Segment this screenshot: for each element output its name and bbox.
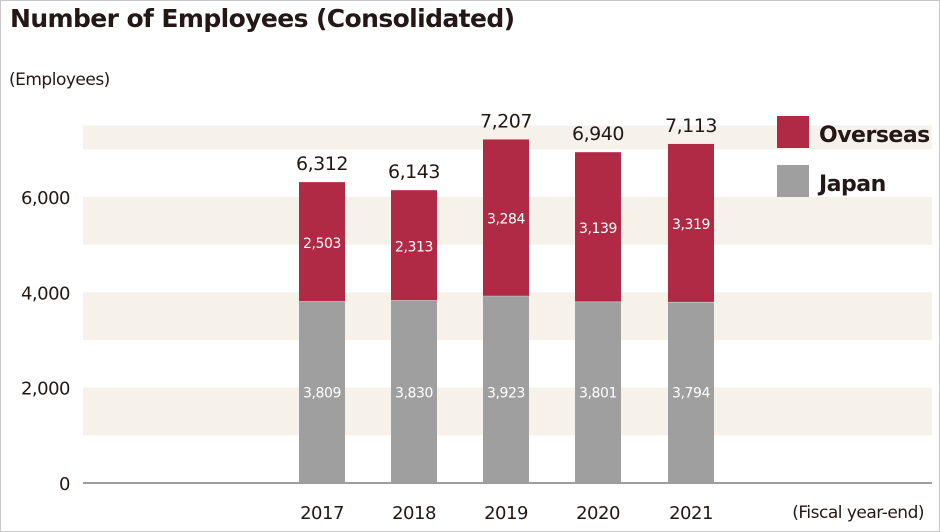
segment-value-label: 3,830 bbox=[395, 386, 433, 402]
segment-value-label: 3,794 bbox=[672, 386, 711, 402]
bar-group-2018: 3,830 2,313 6,143 bbox=[388, 161, 440, 483]
bar-segment-japan bbox=[575, 301, 621, 483]
y-tick-label: 6,000 bbox=[21, 188, 70, 209]
bar-group-2020: 3,801 3,139 6,940 bbox=[572, 123, 624, 483]
bar-segment-japan bbox=[299, 301, 345, 483]
segment-value-label: 2,503 bbox=[303, 236, 341, 252]
grid-band bbox=[83, 125, 932, 150]
y-tick-label: 2,000 bbox=[21, 379, 70, 400]
y-axis-unit-label: (Employees) bbox=[9, 70, 110, 90]
y-tick-label: 0 bbox=[59, 474, 70, 495]
bar-total-label: 7,113 bbox=[665, 115, 717, 137]
x-tick-label: 2021 bbox=[669, 503, 713, 524]
segment-value-label: 3,801 bbox=[579, 386, 617, 402]
bar-total-label: 6,312 bbox=[296, 153, 348, 175]
bar-total-label: 7,207 bbox=[480, 110, 532, 132]
x-tick-label: 2019 bbox=[484, 503, 528, 524]
x-tick-label: 2017 bbox=[300, 503, 344, 524]
bar-segment-overseas bbox=[391, 190, 437, 301]
x-axis-ticks: 2017 2018 2019 2020 2021 bbox=[300, 503, 713, 524]
bar-total-label: 6,143 bbox=[388, 161, 440, 183]
bar-segment-overseas bbox=[575, 152, 621, 302]
x-axis-label: (Fiscal year-end) bbox=[792, 503, 924, 523]
bar-group-2021: 3,794 3,319 7,113 bbox=[665, 115, 717, 483]
legend-label-overseas: Overseas bbox=[819, 123, 930, 148]
segment-value-label: 3,809 bbox=[303, 386, 341, 402]
segment-value-label: 2,313 bbox=[395, 239, 433, 255]
y-axis-ticks: 0 2,000 4,000 6,000 bbox=[21, 188, 71, 495]
bar-segment-overseas bbox=[299, 182, 345, 302]
bar-group-2017: 3,809 2,503 6,312 bbox=[296, 153, 348, 483]
bar-segment-overseas bbox=[668, 143, 714, 303]
x-tick-label: 2018 bbox=[392, 503, 436, 524]
bars: 3,809 2,503 6,312 3,830 2,313 6,143 3,923 3,284… bbox=[296, 110, 717, 483]
bar-segment-japan bbox=[483, 296, 529, 483]
legend-label-japan: Japan bbox=[817, 172, 886, 197]
segment-value-label: 3,923 bbox=[487, 386, 525, 402]
bar-group-2019: 3,923 3,284 7,207 bbox=[480, 110, 532, 483]
segment-value-label: 3,139 bbox=[579, 221, 617, 237]
legend-swatch-japan bbox=[777, 165, 809, 197]
bar-segment-japan bbox=[668, 302, 714, 483]
bar-total-label: 6,940 bbox=[572, 123, 624, 145]
chart-title: Number of Employees (Consolidated) bbox=[10, 4, 515, 33]
segment-value-label: 3,319 bbox=[672, 217, 710, 233]
bar-segment-overseas bbox=[483, 139, 529, 297]
legend: Overseas Japan bbox=[777, 116, 931, 197]
x-tick-label: 2020 bbox=[576, 503, 620, 524]
y-tick-label: 4,000 bbox=[21, 283, 70, 304]
legend-swatch-overseas bbox=[777, 116, 809, 148]
bar-segment-japan bbox=[391, 300, 437, 483]
segment-value-label: 3,284 bbox=[487, 212, 526, 228]
